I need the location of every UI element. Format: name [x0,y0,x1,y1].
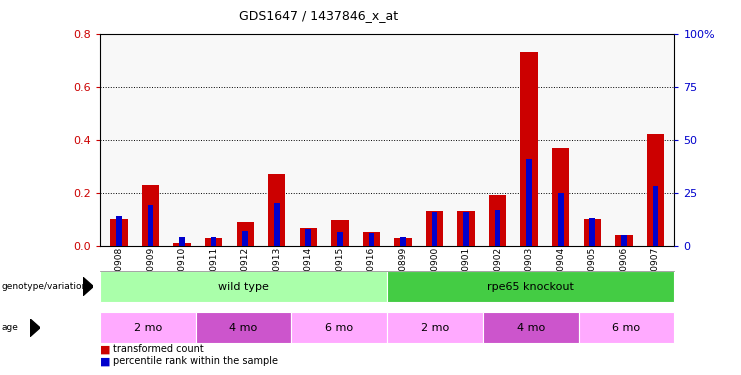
Bar [489,195,506,246]
Text: age: age [1,323,19,332]
Bar [457,211,475,246]
Bar [210,237,216,246]
Text: ■: ■ [100,345,110,354]
Bar [236,222,254,246]
Bar [400,237,406,246]
Bar [116,216,122,246]
Bar [653,186,658,246]
Bar [621,235,627,246]
Bar [394,238,412,246]
Bar [147,206,153,246]
Text: genotype/variation: genotype/variation [1,282,87,291]
Bar [615,235,633,246]
Text: ■: ■ [100,357,110,366]
Bar [305,229,311,246]
Bar [299,228,317,246]
Bar [142,185,159,246]
Bar [426,211,443,246]
Polygon shape [30,318,40,337]
Text: wild type: wild type [218,282,269,291]
Bar [432,212,437,246]
Text: transformed count: transformed count [113,345,204,354]
Bar [274,203,279,246]
Bar [495,210,500,246]
Bar [520,52,538,246]
Bar [179,237,185,246]
Text: 6 mo: 6 mo [325,323,353,333]
Bar [110,219,127,246]
Bar [463,212,469,246]
Bar [558,193,564,246]
Text: 6 mo: 6 mo [612,323,640,333]
Text: rpe65 knockout: rpe65 knockout [488,282,574,291]
Polygon shape [83,277,93,296]
Text: 2 mo: 2 mo [421,323,449,333]
Text: GDS1647 / 1437846_x_at: GDS1647 / 1437846_x_at [239,9,398,22]
Text: 4 mo: 4 mo [516,323,545,333]
Bar [647,134,664,246]
Bar [589,218,595,246]
Bar [362,232,380,246]
Bar [173,243,190,246]
Bar [331,220,348,246]
Bar [268,174,285,246]
Bar [205,238,222,246]
Bar [526,159,532,246]
Bar [584,219,601,246]
Bar [368,233,374,246]
Bar [337,232,342,246]
Bar [552,148,569,246]
Text: percentile rank within the sample: percentile rank within the sample [113,357,279,366]
Text: 4 mo: 4 mo [230,323,258,333]
Text: 2 mo: 2 mo [134,323,162,333]
Bar [242,231,248,246]
